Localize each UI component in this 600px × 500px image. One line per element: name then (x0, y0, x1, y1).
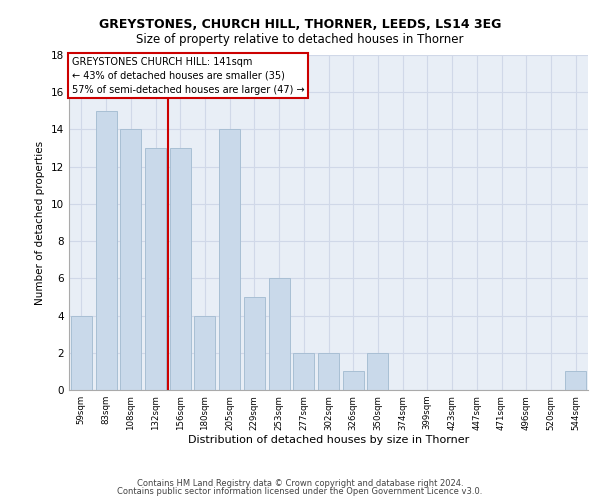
Bar (145, 148, 166, 390)
Bar (343, 372, 364, 390)
Bar (293, 353, 314, 390)
Bar (194, 316, 215, 390)
Bar (95, 111, 116, 390)
Text: Contains HM Land Registry data © Crown copyright and database right 2024.: Contains HM Land Registry data © Crown c… (137, 478, 463, 488)
Text: GREYSTONES, CHURCH HILL, THORNER, LEEDS, LS14 3EG: GREYSTONES, CHURCH HILL, THORNER, LEEDS,… (99, 18, 501, 30)
Bar (244, 297, 265, 390)
Bar (565, 372, 586, 390)
Text: GREYSTONES CHURCH HILL: 141sqm
← 43% of detached houses are smaller (35)
57% of : GREYSTONES CHURCH HILL: 141sqm ← 43% of … (71, 56, 304, 94)
Y-axis label: Number of detached properties: Number of detached properties (35, 140, 46, 304)
Bar (120, 130, 141, 390)
Bar (71, 316, 92, 390)
X-axis label: Distribution of detached houses by size in Thorner: Distribution of detached houses by size … (188, 436, 469, 446)
Bar (219, 130, 240, 390)
Bar (170, 148, 191, 390)
Bar (367, 353, 388, 390)
Bar (318, 353, 339, 390)
Text: Size of property relative to detached houses in Thorner: Size of property relative to detached ho… (136, 32, 464, 46)
Text: Contains public sector information licensed under the Open Government Licence v3: Contains public sector information licen… (118, 487, 482, 496)
Bar (269, 278, 290, 390)
